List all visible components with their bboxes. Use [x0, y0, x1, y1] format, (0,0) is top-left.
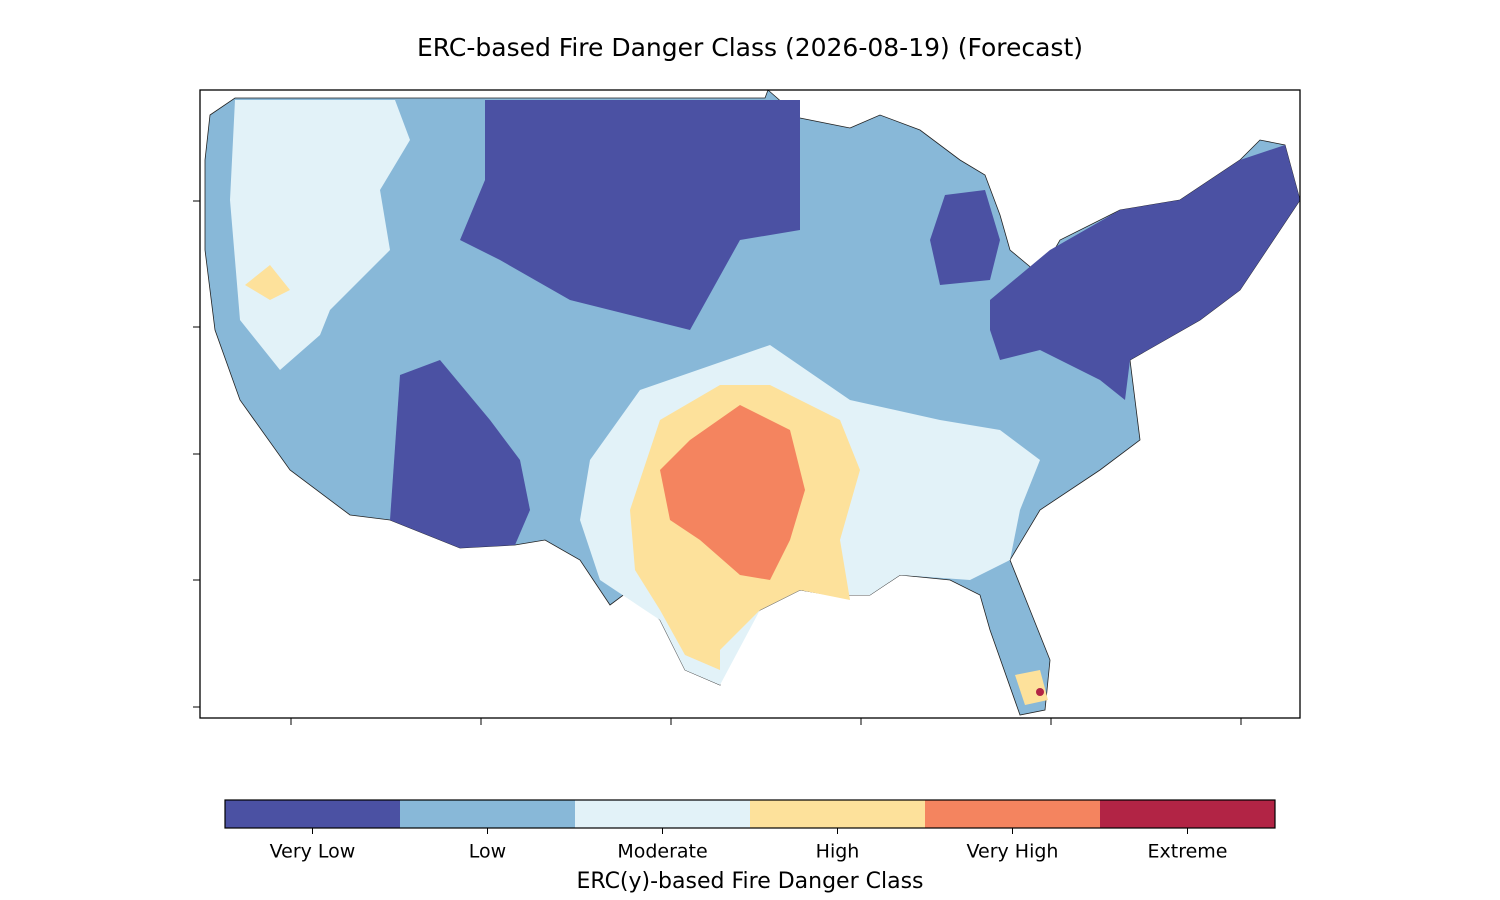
map-title: ERC-based Fire Danger Class (2026-08-19)…	[417, 33, 1083, 62]
colorbar-label: ERC(y)-based Fire Danger Class	[576, 869, 923, 894]
colorbar-segment	[1100, 800, 1275, 828]
colorbar-tick-label: Low	[469, 841, 506, 863]
region-nw	[230, 100, 410, 370]
colorbar-frame	[224, 799, 1276, 829]
region-northeast	[990, 145, 1300, 400]
colorbar-tick-label: Very High	[967, 841, 1059, 863]
axis-ticks	[193, 200, 1242, 725]
map-frame	[199, 89, 1301, 719]
colorbar-tick-label: High	[816, 841, 860, 863]
colorbar-segment	[925, 800, 1100, 828]
region-florida	[1015, 670, 1048, 705]
colorbar-tick-label: Very Low	[270, 841, 356, 863]
colorbar-tick-label: Moderate	[617, 841, 707, 863]
region-oklahoma	[660, 405, 805, 580]
colorbar-tick-label: Extreme	[1148, 841, 1228, 863]
colorbar-segment	[575, 800, 750, 828]
map-regions	[204, 89, 1301, 716]
colorbar-segment	[225, 800, 400, 828]
colorbar: Very Low Low Moderate High Very High Extreme	[224, 799, 1276, 863]
region-extreme	[1036, 688, 1044, 696]
colorbar-segment	[400, 800, 575, 828]
region-southwest	[390, 360, 530, 548]
region-plains	[460, 100, 800, 330]
region-michigan	[930, 190, 1000, 285]
region-nevada	[245, 265, 290, 300]
colorbar-segment	[750, 800, 925, 828]
